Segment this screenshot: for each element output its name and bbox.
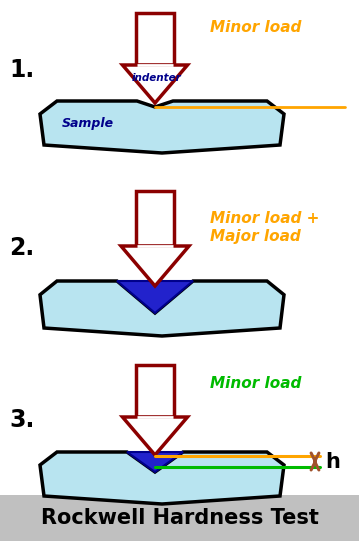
Polygon shape [40, 281, 284, 336]
Text: Minor load: Minor load [210, 19, 301, 35]
Text: 3.: 3. [9, 408, 35, 432]
FancyBboxPatch shape [136, 365, 174, 417]
Text: Sample: Sample [62, 116, 114, 129]
Polygon shape [117, 281, 193, 313]
Polygon shape [40, 452, 284, 504]
Text: h: h [325, 452, 340, 472]
Text: Minor load: Minor load [210, 375, 301, 391]
Bar [0, 495, 359, 541]
Text: indenter: indenter [132, 73, 182, 83]
FancyBboxPatch shape [136, 13, 174, 65]
Text: 2.: 2. [9, 236, 34, 260]
Text: Rockwell Hardness Test: Rockwell Hardness Test [41, 508, 318, 528]
FancyBboxPatch shape [136, 191, 174, 246]
Polygon shape [121, 246, 189, 286]
Polygon shape [122, 65, 187, 103]
Polygon shape [40, 101, 284, 153]
Polygon shape [127, 452, 183, 472]
Polygon shape [122, 417, 187, 455]
Text: 1.: 1. [9, 58, 34, 82]
Text: Minor load +
Major load: Minor load + Major load [210, 211, 320, 244]
